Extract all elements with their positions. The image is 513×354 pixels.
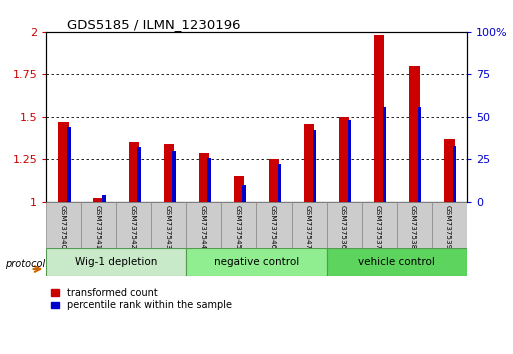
FancyBboxPatch shape xyxy=(151,202,186,248)
Text: GSM737539: GSM737539 xyxy=(445,205,451,250)
FancyBboxPatch shape xyxy=(432,202,467,248)
Bar xyxy=(278,164,281,202)
FancyBboxPatch shape xyxy=(186,202,222,248)
Bar xyxy=(234,176,244,202)
FancyBboxPatch shape xyxy=(116,202,151,248)
Text: GSM737541: GSM737541 xyxy=(94,205,101,250)
Bar xyxy=(199,153,209,202)
Bar xyxy=(243,185,246,202)
Text: GSM737544: GSM737544 xyxy=(200,205,206,250)
Bar xyxy=(207,158,211,202)
Text: negative control: negative control xyxy=(214,257,299,267)
Text: GSM737540: GSM737540 xyxy=(60,205,66,250)
Bar xyxy=(453,146,456,202)
Bar xyxy=(102,195,106,202)
Bar xyxy=(409,66,420,202)
FancyBboxPatch shape xyxy=(222,202,256,248)
FancyBboxPatch shape xyxy=(81,202,116,248)
Bar xyxy=(374,35,384,202)
Text: GSM737538: GSM737538 xyxy=(410,205,416,250)
Text: GDS5185 / ILMN_1230196: GDS5185 / ILMN_1230196 xyxy=(67,18,241,31)
Text: vehicle control: vehicle control xyxy=(358,257,435,267)
Bar xyxy=(164,144,174,202)
Bar xyxy=(269,159,279,202)
Bar xyxy=(93,198,104,202)
FancyBboxPatch shape xyxy=(291,202,327,248)
Bar xyxy=(444,139,455,202)
Bar xyxy=(418,107,421,202)
Bar xyxy=(129,142,139,202)
FancyBboxPatch shape xyxy=(46,202,81,248)
Text: Wig-1 depletion: Wig-1 depletion xyxy=(75,257,157,267)
Text: GSM737547: GSM737547 xyxy=(305,205,311,250)
FancyBboxPatch shape xyxy=(186,248,327,276)
Bar xyxy=(339,117,349,202)
Bar xyxy=(383,107,386,202)
Text: GSM737543: GSM737543 xyxy=(165,205,171,250)
FancyBboxPatch shape xyxy=(46,248,186,276)
Bar xyxy=(304,124,314,202)
Text: GSM737542: GSM737542 xyxy=(130,205,135,250)
Bar xyxy=(348,120,351,202)
Bar xyxy=(137,147,141,202)
Bar xyxy=(172,151,176,202)
Legend: transformed count, percentile rank within the sample: transformed count, percentile rank withi… xyxy=(51,288,231,310)
Text: GSM737536: GSM737536 xyxy=(340,205,346,250)
Text: GSM737537: GSM737537 xyxy=(375,205,381,250)
Text: GSM737546: GSM737546 xyxy=(270,205,276,250)
Bar xyxy=(312,130,316,202)
FancyBboxPatch shape xyxy=(256,202,291,248)
FancyBboxPatch shape xyxy=(327,202,362,248)
Bar xyxy=(58,122,69,202)
Text: GSM737545: GSM737545 xyxy=(235,205,241,250)
FancyBboxPatch shape xyxy=(362,202,397,248)
FancyBboxPatch shape xyxy=(327,248,467,276)
Text: protocol: protocol xyxy=(5,259,45,269)
Bar xyxy=(67,127,71,202)
FancyBboxPatch shape xyxy=(397,202,432,248)
